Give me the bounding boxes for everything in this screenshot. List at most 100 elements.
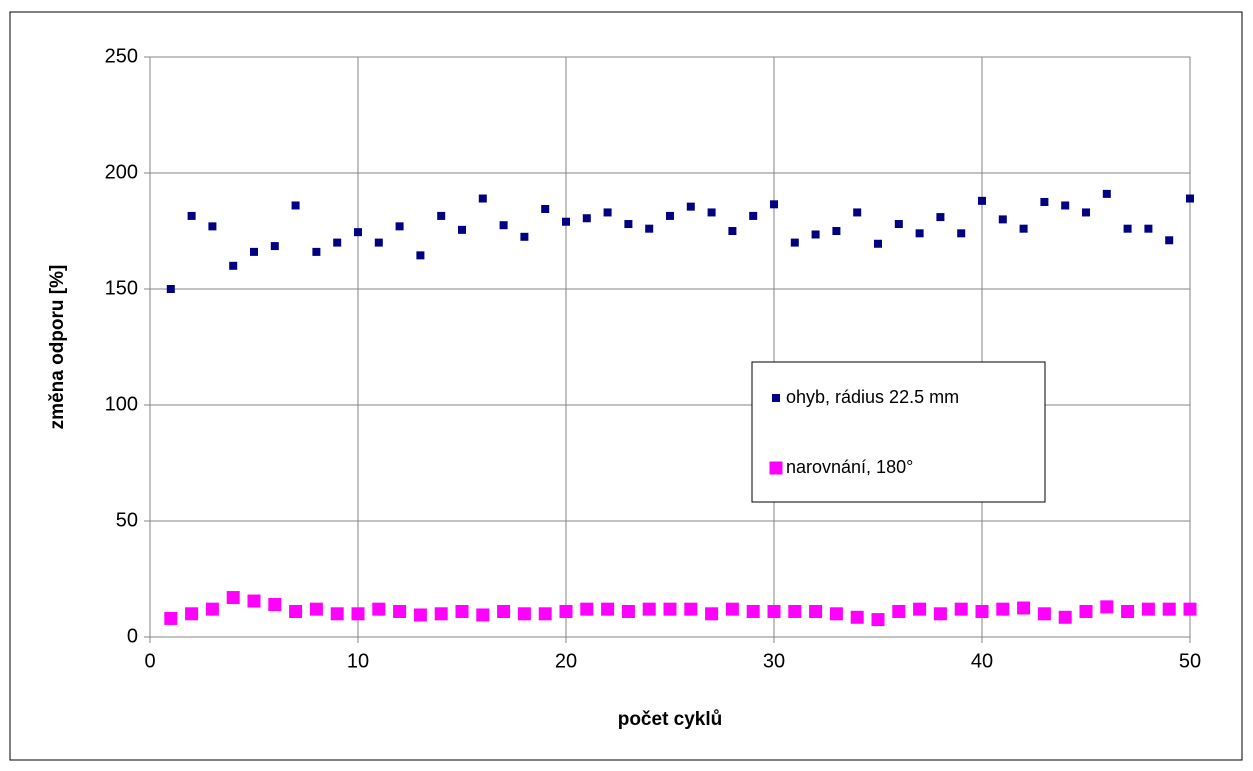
point <box>187 211 196 220</box>
point <box>1165 236 1174 245</box>
point <box>850 610 864 624</box>
x-tick-label: 10 <box>347 650 369 672</box>
x-tick-label: 50 <box>1179 650 1201 672</box>
point <box>686 202 695 211</box>
point <box>954 602 968 616</box>
point <box>1058 610 1072 624</box>
point <box>832 227 841 235</box>
point <box>707 208 716 217</box>
point <box>957 229 966 238</box>
point <box>250 247 258 256</box>
point <box>497 604 511 618</box>
point <box>892 604 906 618</box>
y-tick-label: 250 <box>105 45 138 67</box>
point <box>624 220 633 229</box>
point <box>166 285 175 293</box>
point <box>767 604 781 618</box>
y-axis-title: změna odporu [%] <box>47 265 68 430</box>
point <box>208 222 217 231</box>
point <box>458 225 466 234</box>
point <box>1017 601 1031 615</box>
point <box>312 247 321 256</box>
point <box>811 230 820 239</box>
point <box>996 602 1010 616</box>
point <box>413 608 427 622</box>
point <box>894 220 903 229</box>
point <box>538 607 552 621</box>
y-tick-label: 50 <box>116 509 138 531</box>
legend-label: ohyb, rádius 22.5 mm <box>786 387 959 407</box>
y-tick-label: 200 <box>105 161 138 183</box>
point <box>790 238 799 247</box>
point <box>746 604 760 618</box>
point <box>582 214 591 223</box>
point <box>1102 189 1111 198</box>
point <box>1123 224 1132 233</box>
point <box>517 607 531 621</box>
point <box>1061 201 1070 210</box>
point <box>1079 604 1093 618</box>
point <box>1082 208 1090 217</box>
point <box>978 196 986 205</box>
point <box>666 211 674 220</box>
point <box>829 607 843 621</box>
y-tick-label: 150 <box>105 277 138 299</box>
x-axis-title: počet cyklů <box>618 709 723 730</box>
point <box>309 602 323 616</box>
point <box>853 208 862 217</box>
point <box>476 608 490 622</box>
point <box>268 598 282 612</box>
point <box>455 604 469 618</box>
point <box>333 238 342 247</box>
point <box>351 607 365 621</box>
point <box>749 211 758 220</box>
point <box>1040 198 1049 206</box>
point <box>559 604 573 618</box>
point <box>1121 604 1135 618</box>
point <box>645 224 654 233</box>
point <box>374 238 383 247</box>
point <box>562 217 570 226</box>
point <box>229 261 238 270</box>
point <box>642 602 656 616</box>
point <box>393 604 407 618</box>
point <box>809 604 823 618</box>
point <box>289 604 303 618</box>
point <box>601 602 615 616</box>
x-tick-label: 40 <box>971 650 993 672</box>
x-tick-label: 20 <box>555 650 577 672</box>
point <box>434 607 448 621</box>
point <box>330 607 344 621</box>
point <box>936 213 945 222</box>
legend-marker <box>769 461 783 475</box>
point <box>1019 224 1028 233</box>
point <box>621 604 635 618</box>
point <box>788 604 802 618</box>
point <box>725 602 739 616</box>
legend-box <box>751 361 1046 503</box>
point <box>1186 194 1194 203</box>
x-tick-label: 30 <box>763 650 785 672</box>
point <box>728 227 737 235</box>
point <box>478 194 487 203</box>
point <box>684 602 698 616</box>
y-tick-label: 100 <box>105 393 138 415</box>
point <box>975 604 989 618</box>
point <box>580 602 594 616</box>
point <box>663 602 677 616</box>
point <box>395 222 404 231</box>
point <box>541 204 550 213</box>
point <box>416 251 425 260</box>
point <box>1144 224 1153 233</box>
legend-label: narovnání, 180° <box>786 457 913 477</box>
point <box>185 607 199 621</box>
point <box>499 221 508 230</box>
point <box>372 602 386 616</box>
point <box>1183 602 1197 616</box>
point <box>871 613 885 627</box>
point <box>520 232 529 241</box>
point <box>1162 602 1176 616</box>
point <box>291 201 300 210</box>
point <box>1100 600 1114 614</box>
